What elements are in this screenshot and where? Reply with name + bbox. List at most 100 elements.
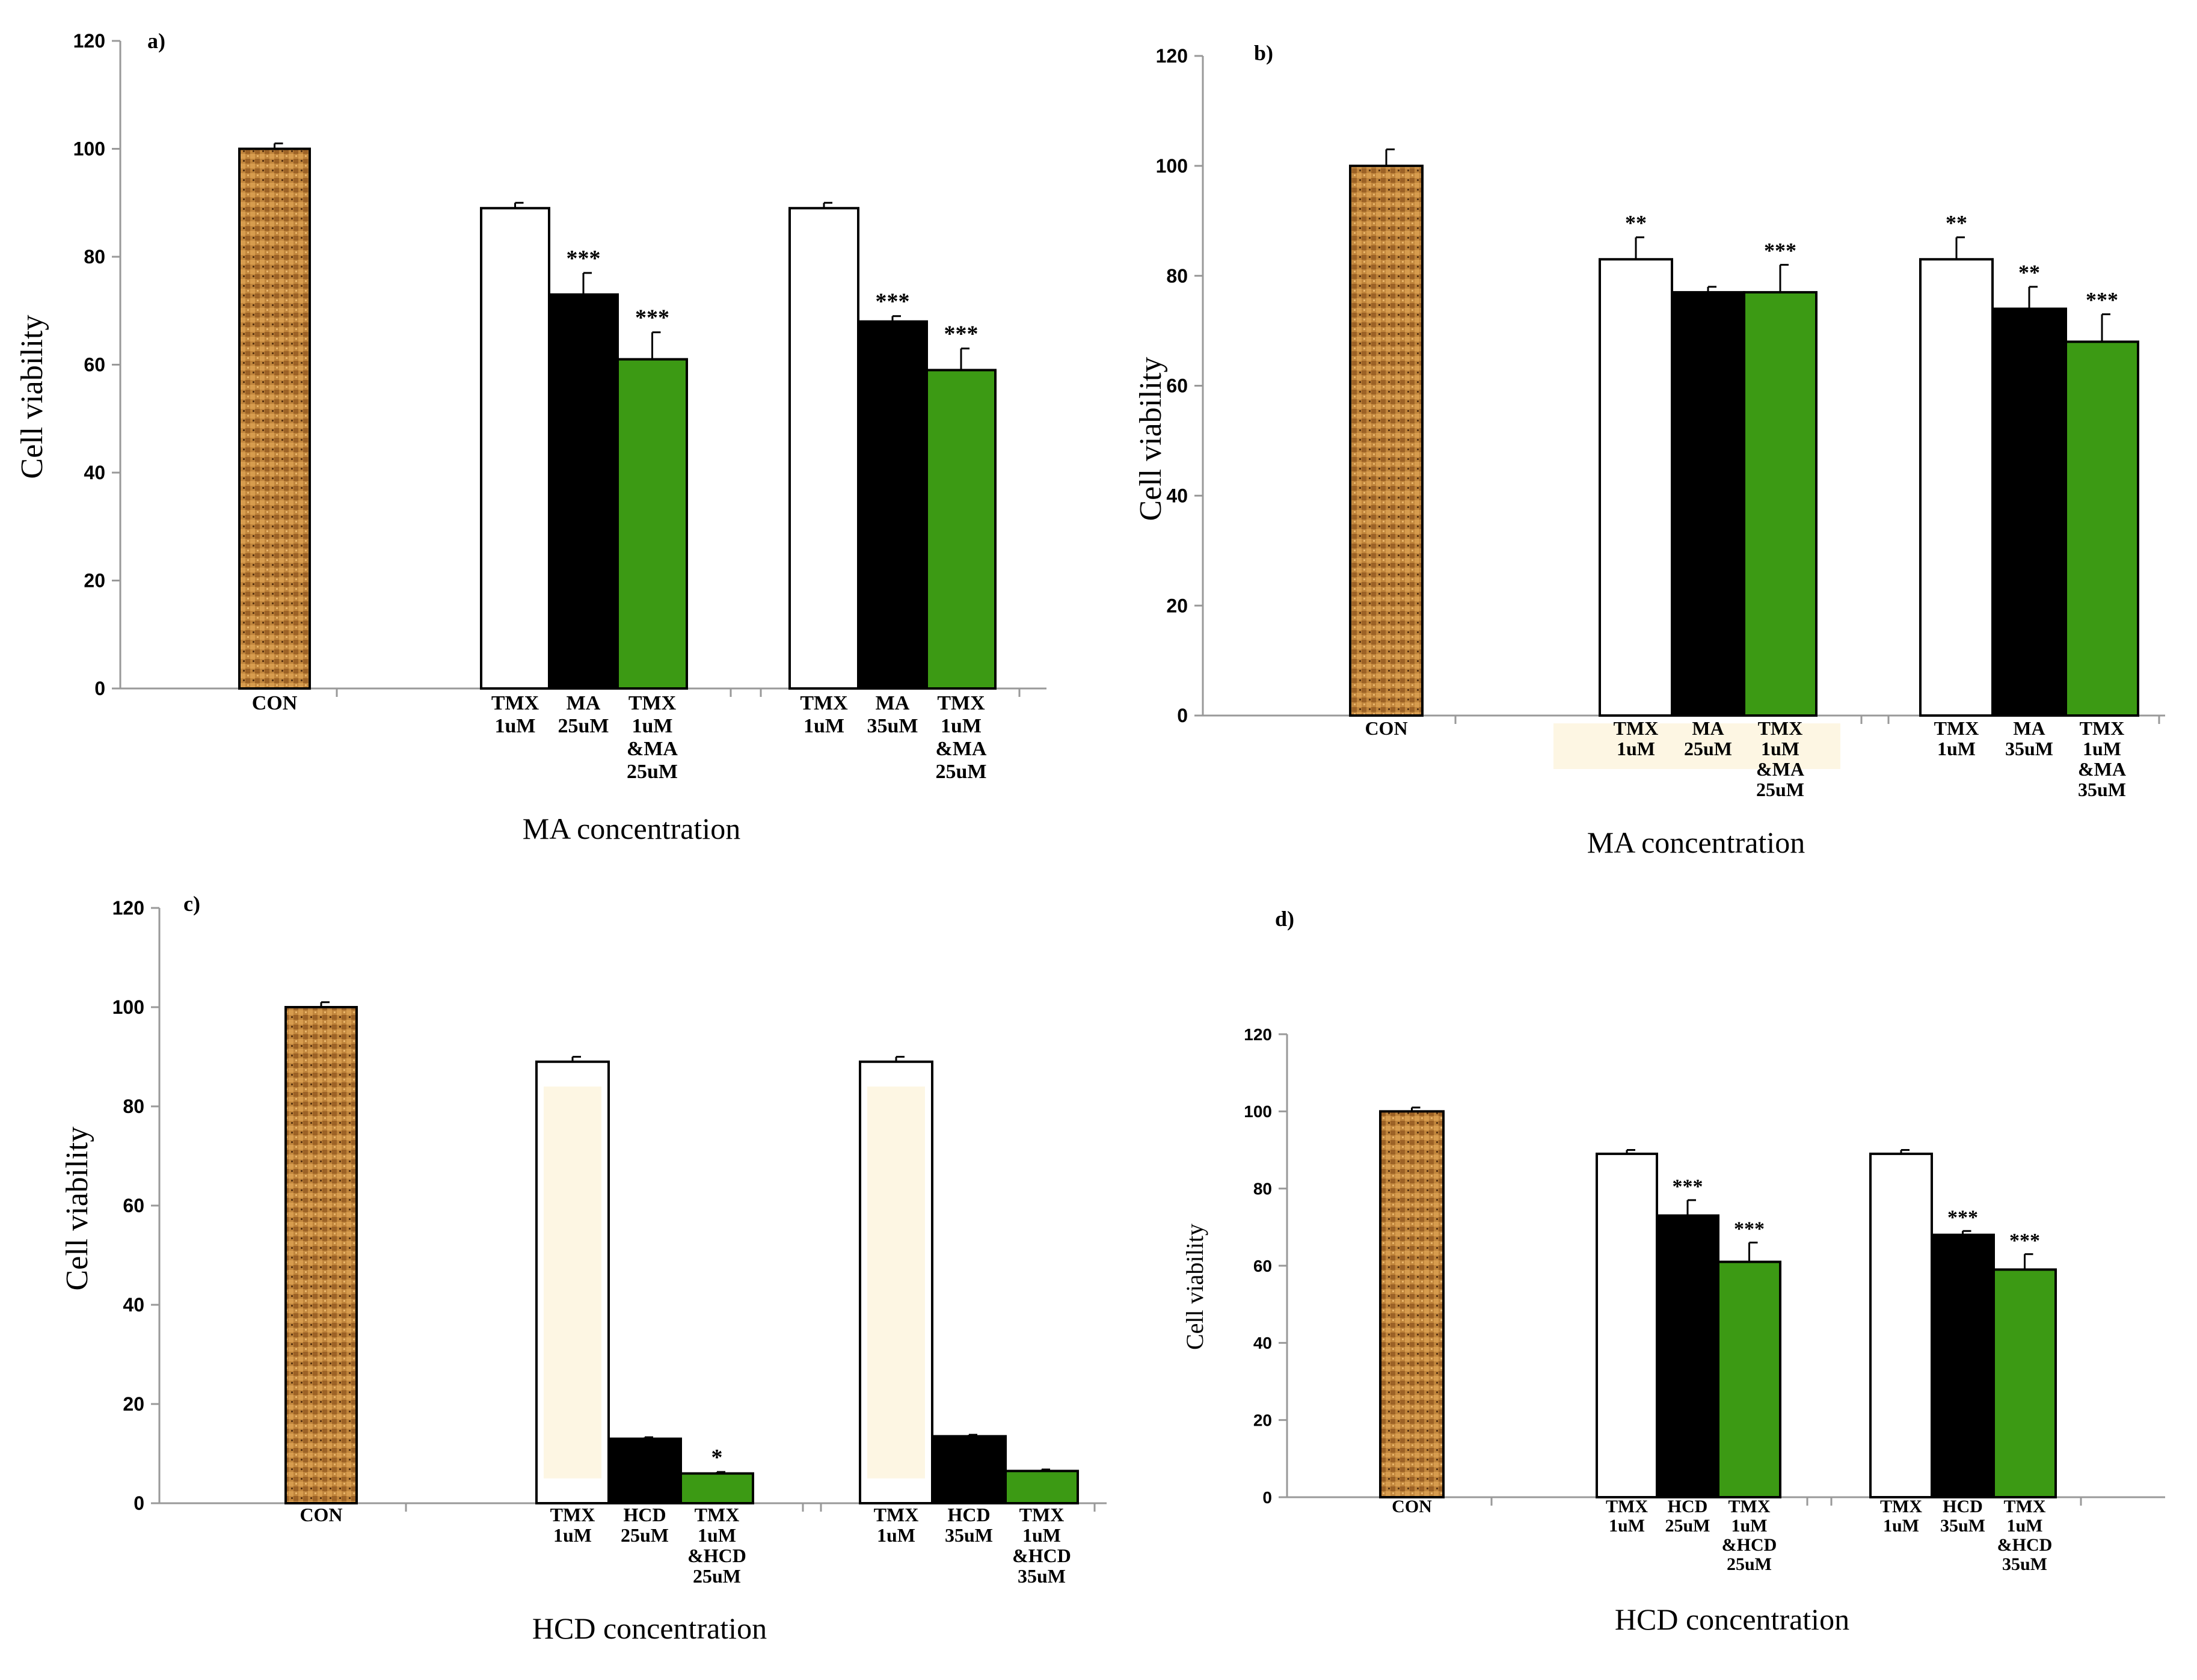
bar xyxy=(1931,1233,1995,1499)
significance-marker: ** xyxy=(1946,211,1967,235)
category-label: TMX 1uM xyxy=(800,692,848,737)
y-tick-label: 100 xyxy=(1156,155,1188,177)
category-label-line: 25uM xyxy=(1684,738,1732,759)
category-label: MA 25uM xyxy=(1684,717,1732,759)
category-label-line: 25uM xyxy=(621,1524,669,1546)
category-label: CON xyxy=(252,692,298,714)
y-tick-label: 80 xyxy=(1253,1179,1272,1198)
category-label-line: 35uM xyxy=(867,715,918,737)
label-highlight-band xyxy=(1553,723,1840,769)
category-label-line: 1uM xyxy=(495,715,536,737)
panel-label: a) xyxy=(147,29,165,53)
category-label: TMX 1uM &MA 35uM xyxy=(2078,717,2126,800)
y-tick-label: 40 xyxy=(123,1294,144,1316)
category-label-line: TMX xyxy=(1728,1497,1771,1516)
category-label-line: 35uM xyxy=(945,1524,993,1546)
category-label: TMX 1uM &MA 25uM xyxy=(936,692,987,783)
y-tick-label: 100 xyxy=(112,996,144,1018)
bar xyxy=(1993,1268,2057,1499)
category-label-line: TMX xyxy=(2080,717,2125,739)
bar-inner-shade xyxy=(544,1087,601,1479)
category-label-line: HCD xyxy=(623,1504,666,1525)
y-tick-label: 120 xyxy=(1244,1025,1272,1044)
y-tick-label: 100 xyxy=(1244,1102,1272,1121)
category-label: TMX 1uM xyxy=(1606,1497,1648,1536)
category-label-line: TMX xyxy=(1614,717,1659,739)
category-label: CON xyxy=(1365,717,1407,739)
x-axis-title: HCD concentration xyxy=(1615,1602,1849,1636)
category-label-line: 1uM xyxy=(1883,1516,1919,1536)
category-label-line: TMX xyxy=(695,1504,740,1525)
significance-marker: *** xyxy=(1673,1176,1703,1198)
significance-marker: *** xyxy=(567,246,601,271)
category-label: TMX 1uM &HCD 25uM xyxy=(1722,1497,1777,1574)
y-axis-title: Cell viability xyxy=(1181,1224,1208,1350)
category-label-line: 25uM xyxy=(1756,779,1804,800)
bar xyxy=(238,147,311,690)
bar xyxy=(926,369,997,690)
category-label-line: 1uM xyxy=(1761,738,1799,759)
category-label-line: HCD xyxy=(1668,1497,1708,1516)
panel-label: d) xyxy=(1275,907,1294,931)
category-label-line: 1uM xyxy=(698,1524,736,1546)
category-label-line: &HCD xyxy=(1012,1545,1071,1566)
category-label: TMX 1uM &MA 25uM xyxy=(1756,717,1804,800)
category-label-line: MA xyxy=(567,692,601,714)
significance-marker: *** xyxy=(2086,288,2118,312)
category-label-line: TMX xyxy=(1880,1497,1922,1516)
category-label-line: &HCD xyxy=(687,1545,746,1566)
category-label-line: 25uM xyxy=(558,715,609,737)
bar-inner-shade xyxy=(867,1087,925,1479)
category-label: TMX 1uM &HCD 25uM xyxy=(687,1504,746,1587)
panel-label: b) xyxy=(1254,41,1273,65)
category-label-line: 1uM xyxy=(632,715,673,737)
category-label-line: 1uM xyxy=(2083,738,2121,759)
category-label-line: TMX xyxy=(628,692,677,714)
category-label-line: 35uM xyxy=(2078,779,2126,800)
category-label-line: 1uM xyxy=(553,1524,592,1546)
category-label: TMX 1uM &HCD 35uM xyxy=(1997,1497,2053,1574)
bar xyxy=(1596,1152,1658,1498)
category-label-line: 1uM xyxy=(1617,738,1655,759)
category-label: TMX 1uM xyxy=(550,1504,595,1546)
y-tick-label: 120 xyxy=(1156,45,1188,67)
category-label-line: 1uM xyxy=(877,1524,915,1546)
category-label-line: 25uM xyxy=(693,1565,741,1587)
bar xyxy=(607,1437,682,1504)
category-label-line: &MA xyxy=(936,738,987,760)
category-label-line: 1uM xyxy=(2007,1516,2043,1536)
y-tick-label: 60 xyxy=(84,354,105,376)
y-tick-label: 80 xyxy=(84,246,105,268)
category-label: TMX 1uM xyxy=(1880,1497,1922,1536)
y-axis-title: Cell viability xyxy=(60,1127,94,1291)
category-label-line: TMX xyxy=(1019,1504,1065,1525)
significance-marker: *** xyxy=(2009,1230,2040,1252)
bar xyxy=(1349,164,1424,717)
significance-marker: *** xyxy=(1947,1206,1978,1228)
y-tick-label: 20 xyxy=(1253,1411,1272,1429)
category-label-line: 1uM xyxy=(1022,1524,1061,1546)
y-tick-label: 20 xyxy=(1166,595,1188,616)
category-label: CON xyxy=(300,1504,342,1525)
y-tick-label: 20 xyxy=(84,570,105,592)
category-label-line: TMX xyxy=(1934,717,1979,739)
bar xyxy=(2065,340,2139,717)
bar xyxy=(284,1006,358,1504)
category-label-line: TMX xyxy=(874,1504,919,1525)
x-axis-title: HCD concentration xyxy=(532,1611,767,1645)
category-label: TMX 1uM xyxy=(491,692,539,737)
category-label-line: TMX xyxy=(1606,1497,1648,1516)
x-axis-title: MA concentration xyxy=(523,812,740,845)
bar xyxy=(1671,291,1745,717)
category-label-line: 1uM xyxy=(1937,738,1976,759)
significance-marker: *** xyxy=(635,305,669,331)
significance-marker: ** xyxy=(1625,211,1647,235)
category-label: MA 25uM xyxy=(558,692,609,737)
category-label-line: TMX xyxy=(1758,717,1803,739)
category-label-line: MA xyxy=(876,692,910,714)
category-label: TMX 1uM &MA 25uM xyxy=(627,692,678,783)
